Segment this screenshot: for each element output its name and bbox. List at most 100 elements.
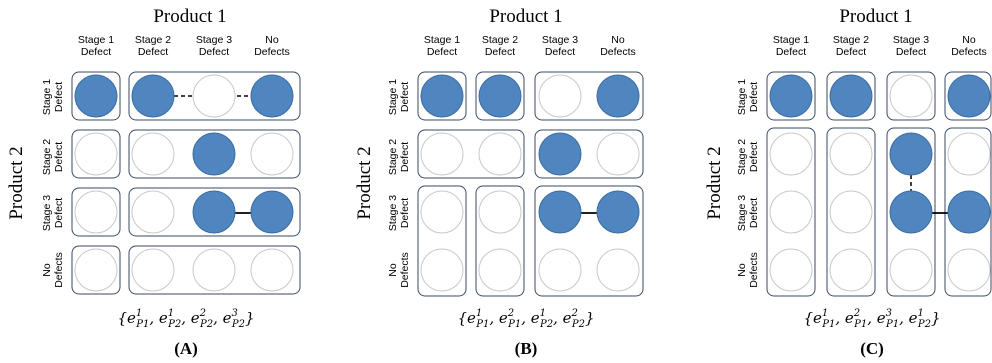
panel-b-row-3-line-2: Defect [399, 198, 411, 228]
panel-b-empty-circle [596, 132, 640, 176]
panel-a-empty-circle [192, 248, 236, 292]
panel-b-side-title: Product 2 [354, 146, 375, 219]
panel-a-col-1-line-2: Defect [81, 46, 111, 58]
panel-b-empty-circle [420, 190, 464, 234]
panel-b-row-1-line-1: Stage 1 [387, 79, 399, 115]
panel-b-empty-circle [596, 248, 640, 292]
panel-b-filled-circle [538, 190, 582, 234]
panel-b-box [534, 71, 644, 121]
panel-b-row-1-line-2: Defect [399, 82, 411, 112]
panel-c-empty-circle [889, 248, 933, 292]
panel-b-formula: {e1 P1, e2 P1, e1 P2, e2 P2} [457, 308, 594, 330]
panel-a-col-4-line-2: Defects [254, 46, 290, 58]
panel-c-col-1-line-1: Stage 1 [773, 34, 809, 46]
panel-c-box [766, 127, 816, 297]
panel-b-box [417, 129, 525, 179]
panel-a-box [128, 187, 301, 237]
panel-c-title: Product 1 [839, 6, 912, 27]
panel-b-box [534, 129, 644, 179]
panel-c-empty-circle [829, 248, 873, 292]
panel-c-label: (C) [860, 339, 884, 358]
panel-c-empty-circle [889, 74, 933, 118]
panel-a-col-2-line-1: Stage 2 [135, 34, 171, 46]
panel-b-col-3-line-2: Defect [545, 46, 575, 58]
panel-b-filled-circle [538, 132, 582, 176]
panel-b-box [475, 71, 525, 121]
panel-a-filled-circle [250, 190, 294, 234]
panel-b-box [417, 71, 467, 121]
panel-a-title: Product 1 [153, 6, 226, 27]
panel-b-title: Product 1 [489, 6, 562, 27]
panel-a-filled-circle [192, 132, 236, 176]
panel-a-col-2-line-2: Defect [138, 46, 168, 58]
panel-b-col-1-line-2: Defect [427, 46, 457, 58]
panel-c-col-4-line-2: Defects [951, 46, 987, 58]
panel-a-empty-circle [250, 132, 294, 176]
panel-a-empty-circle [74, 248, 118, 292]
panel-a-empty-circle [131, 248, 175, 292]
panel-c-row-3-line-1: Stage 3 [736, 195, 748, 231]
panel-b-row-3-line-1: Stage 3 [387, 195, 399, 231]
panel-c-col-3-line-2: Defect [896, 46, 926, 58]
panel-c-filled-circle [947, 190, 991, 234]
panel-a-filled-circle [192, 190, 236, 234]
panel-a: Product 1 Product 2 Stage 1 Defect Stage… [6, 6, 301, 358]
panel-a-col-3-line-2: Defect [199, 46, 229, 58]
panel-b-col-4-line-1: No [611, 34, 625, 46]
panel-a-col-3-line-1: Stage 3 [196, 34, 232, 46]
panel-b-row-4-line-1: No [387, 263, 399, 277]
panel-a-row-1-line-1: Stage 1 [41, 79, 53, 115]
panel-a-empty-circle [131, 132, 175, 176]
panel-a-empty-circle [250, 248, 294, 292]
panel-c-filled-circle [889, 190, 933, 234]
panel-b-col-2-line-2: Defect [485, 46, 515, 58]
panel-c-col-3-line-1: Stage 3 [893, 34, 929, 46]
panel-b-filled-circle [596, 74, 640, 118]
panel-c-box [826, 127, 876, 297]
panel-c-box [766, 71, 816, 121]
panel-b-empty-circle [538, 248, 582, 292]
panel-c-box [886, 127, 936, 297]
panel-c-filled-circle [829, 74, 873, 118]
panel-a-row-1-line-2: Defect [53, 82, 65, 112]
panel-a-col-1-line-1: Stage 1 [78, 34, 114, 46]
panel-b-row-2-line-2: Defect [399, 142, 411, 172]
panel-c-filled-circle [947, 74, 991, 118]
panel-b-box [475, 185, 525, 297]
panel-c-row-2-line-2: Defect [748, 142, 760, 172]
panel-c-col-1-line-2: Defect [776, 46, 806, 58]
panel-c-filled-circle [889, 132, 933, 176]
panel-b-filled-circle [420, 74, 464, 118]
panel-a-empty-circle [192, 74, 236, 118]
panel-a-row-2-line-1: Stage 2 [41, 139, 53, 175]
panel-a-row-4-line-2: Defects [53, 252, 65, 288]
panel-a-formula: {e1 P1, e1 P2, e2 P2, e3 P2} [117, 308, 254, 330]
panel-c-empty-circle [947, 248, 991, 292]
panel-c-row-1-line-2: Defect [748, 82, 760, 112]
panel-b-empty-circle [478, 248, 522, 292]
panel-b-col-3-line-1: Stage 3 [542, 34, 578, 46]
panel-c-row-4-line-2: Defects [748, 252, 760, 288]
panel-a-box [128, 245, 301, 295]
panel-b-box [417, 185, 467, 297]
panel-c-box [944, 71, 992, 121]
panel-a-label: (A) [174, 339, 198, 358]
panel-a-row-3-line-1: Stage 3 [41, 195, 53, 231]
panel-b-empty-circle [420, 132, 464, 176]
panel-c-empty-circle [829, 190, 873, 234]
panel-a-empty-circle [131, 190, 175, 234]
panel-c-col-4-line-1: No [962, 34, 976, 46]
panel-c-box [944, 127, 992, 297]
panel-c-col-2-line-1: Stage 2 [833, 34, 869, 46]
panel-a-filled-circle [131, 74, 175, 118]
panel-a-filled-circle [74, 74, 118, 118]
panel-b-box [534, 185, 644, 297]
panel-c-empty-circle [947, 132, 991, 176]
panel-c-empty-circle [829, 132, 873, 176]
panel-c-row-2-line-1: Stage 2 [736, 139, 748, 175]
panel-a-row-4-line-1: No [41, 263, 53, 277]
panel-c-row-4-line-1: No [736, 263, 748, 277]
panel-b-empty-circle [420, 248, 464, 292]
panel-c-empty-circle [769, 132, 813, 176]
